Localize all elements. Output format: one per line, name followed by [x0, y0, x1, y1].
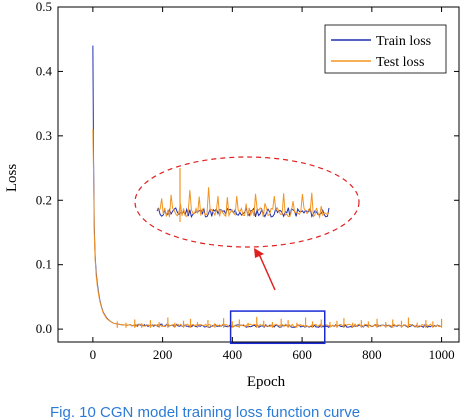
legend-label-test: Test loss: [376, 55, 424, 70]
x-tick-label: 800: [362, 347, 382, 362]
y-tick-label: 0.4: [36, 63, 53, 78]
x-tick-label: 1000: [429, 347, 455, 362]
zoom-inset: [134, 156, 360, 345]
y-tick-label: 0.0: [36, 321, 52, 336]
figure-caption: Fig. 10 CGN model training loss function…: [50, 404, 361, 420]
y-tick-label: 0.5: [36, 0, 52, 14]
x-tick-label: 0: [90, 347, 97, 362]
tick-labels: 0 200 400 600 800 1000 0.0 0.1 0.2 0.3 0.4 0.5: [36, 0, 455, 362]
x-tick-label: 600: [292, 347, 312, 362]
zoom-ellipse: [134, 156, 360, 248]
x-tick-label: 200: [153, 347, 173, 362]
inset-line-test: [156, 187, 330, 220]
x-axis-title: Epoch: [247, 374, 286, 390]
zoom-region-box: [229, 310, 326, 345]
y-tick-label: 0.3: [36, 128, 52, 143]
zoom-arrow-head: [254, 248, 264, 258]
legend-box: [324, 24, 447, 74]
y-axis-title: Loss: [4, 164, 20, 193]
series-layer: [92, 45, 443, 328]
axis-ticks: [58, 6, 459, 342]
x-tick-label: 400: [223, 347, 243, 362]
loss-chart: 0 200 400 600 800 1000 0.0 0.1 0.2 0.3 0.4 0.5 Loss…: [4, 0, 460, 390]
legend: Train loss Test loss: [324, 24, 447, 74]
zoom-arrow-shaft: [258, 253, 276, 291]
legend-label-train: Train loss: [376, 34, 431, 49]
y-tick-label: 0.1: [36, 257, 52, 272]
y-tick-label: 0.2: [36, 192, 52, 207]
